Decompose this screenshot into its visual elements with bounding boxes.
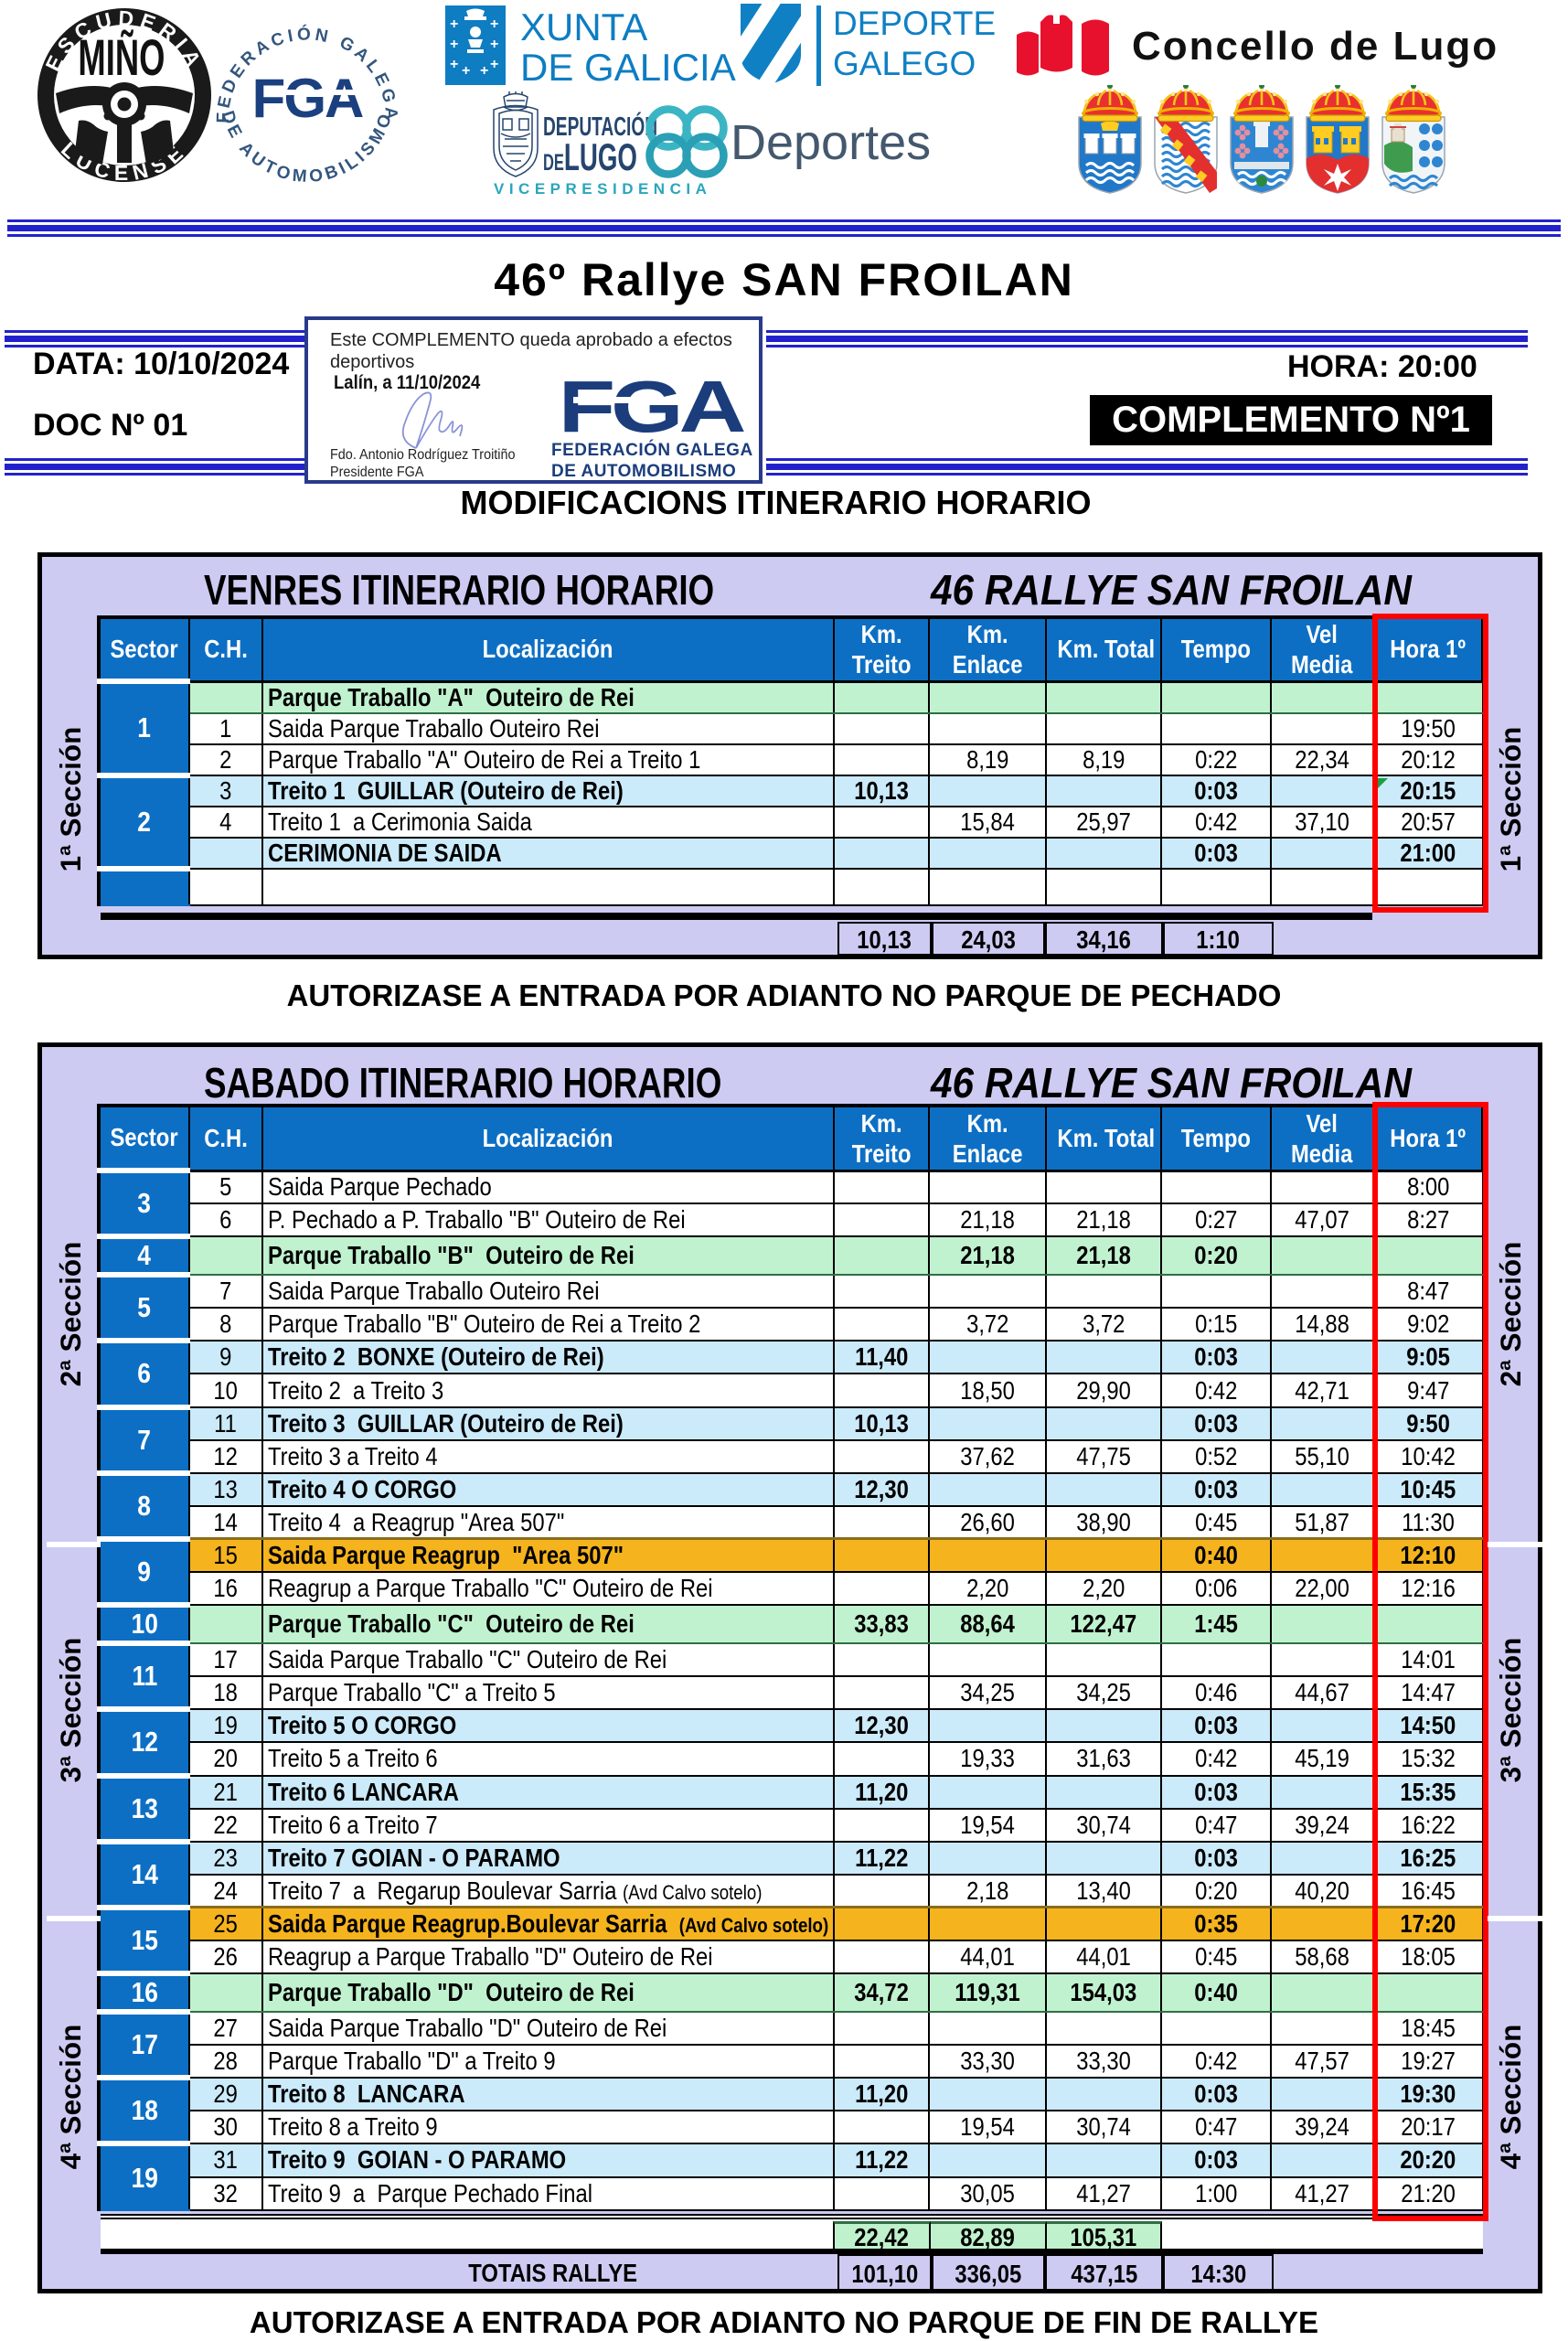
svg-text:+: + bbox=[462, 63, 470, 79]
svg-text:+: + bbox=[490, 57, 498, 72]
svg-text:DELUGO: DELUGO bbox=[543, 135, 637, 178]
svg-text:+: + bbox=[450, 16, 458, 32]
svg-text:+: + bbox=[450, 37, 458, 52]
svg-text:+: + bbox=[450, 57, 458, 72]
svg-text:Deportes: Deportes bbox=[731, 115, 931, 170]
svg-text:+: + bbox=[490, 37, 498, 52]
svg-text:Concello de Lugo: Concello de Lugo bbox=[1132, 24, 1499, 69]
svg-text:+: + bbox=[490, 16, 498, 32]
svg-text:VICEPRESIDENCIA: VICEPRESIDENCIA bbox=[494, 180, 711, 198]
svg-text:DEPUTACIÓN: DEPUTACIÓN bbox=[543, 112, 657, 142]
svg-text:FGA: FGA bbox=[559, 367, 744, 441]
svg-text:FGA: FGA bbox=[252, 68, 363, 129]
svg-text:GALEGO: GALEGO bbox=[833, 45, 976, 82]
svg-text:+: + bbox=[480, 63, 488, 79]
svg-text:DE GALICIA: DE GALICIA bbox=[520, 46, 736, 89]
svg-text:DEPORTE: DEPORTE bbox=[833, 5, 996, 42]
svg-text:XUNTA: XUNTA bbox=[520, 5, 647, 48]
svg-text:MIÑO: MIÑO bbox=[78, 27, 165, 87]
